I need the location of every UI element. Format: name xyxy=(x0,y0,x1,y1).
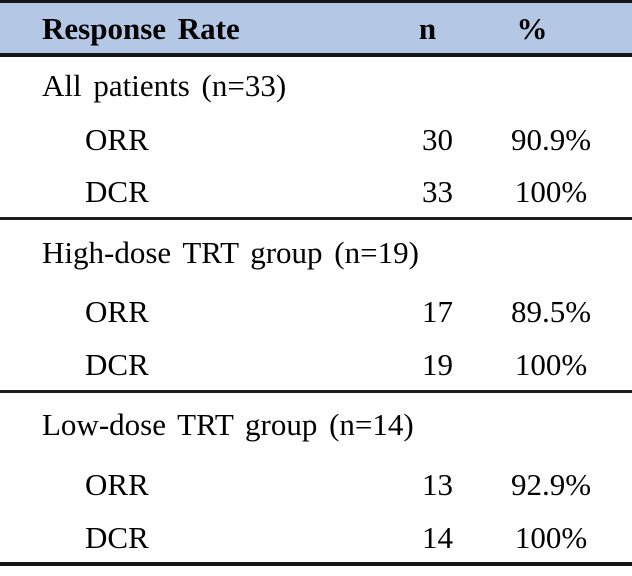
group-row: Low-dose TRT group (n=14) xyxy=(0,393,632,455)
group-label: High-dose TRT group (n=19) xyxy=(42,234,419,270)
pct-value: 100% xyxy=(514,346,588,382)
section-low-dose: Low-dose TRT group (n=14) ORR 13 92.9% D… xyxy=(0,390,632,562)
header-n: n xyxy=(418,10,437,46)
data-row: DCR 14 100% xyxy=(0,513,632,562)
section-high-dose: High-dose TRT group (n=19) ORR 17 89.5% … xyxy=(0,217,632,390)
n-value: 14 xyxy=(422,520,453,555)
n-value: 17 xyxy=(422,293,453,329)
pct-value: 92.9% xyxy=(510,466,592,502)
pct-value: 100% xyxy=(514,520,588,555)
data-row: ORR 17 89.5% xyxy=(0,284,632,338)
n-value: 13 xyxy=(422,466,453,502)
n-value: 19 xyxy=(422,346,453,382)
row-label: ORR xyxy=(85,293,149,329)
data-row: DCR 19 100% xyxy=(0,338,632,390)
group-label: All patients (n=33) xyxy=(42,67,287,103)
row-label: DCR xyxy=(85,346,149,382)
data-row: ORR 30 90.9% xyxy=(0,113,632,165)
data-row: ORR 13 92.9% xyxy=(0,455,632,513)
header-response-rate: Response Rate xyxy=(42,10,240,46)
pct-value: 100% xyxy=(514,173,588,209)
data-row: DCR 33 100% xyxy=(0,165,632,217)
row-label: DCR xyxy=(85,520,149,555)
row-label: DCR xyxy=(85,173,149,209)
header-percent: % xyxy=(516,10,548,46)
pct-value: 89.5% xyxy=(510,293,592,329)
n-value: 33 xyxy=(422,173,453,209)
section-all-patients: All patients (n=33) ORR 30 90.9% DCR 33 … xyxy=(0,57,632,217)
row-label: ORR xyxy=(85,466,149,502)
table-header-row: Response Rate n % xyxy=(0,3,632,57)
group-label: Low-dose TRT group (n=14) xyxy=(42,406,414,442)
pct-value: 90.9% xyxy=(510,121,592,157)
row-label: ORR xyxy=(85,121,149,157)
group-row: All patients (n=33) xyxy=(0,57,632,113)
n-value: 30 xyxy=(422,121,453,157)
group-row: High-dose TRT group (n=19) xyxy=(0,220,632,284)
